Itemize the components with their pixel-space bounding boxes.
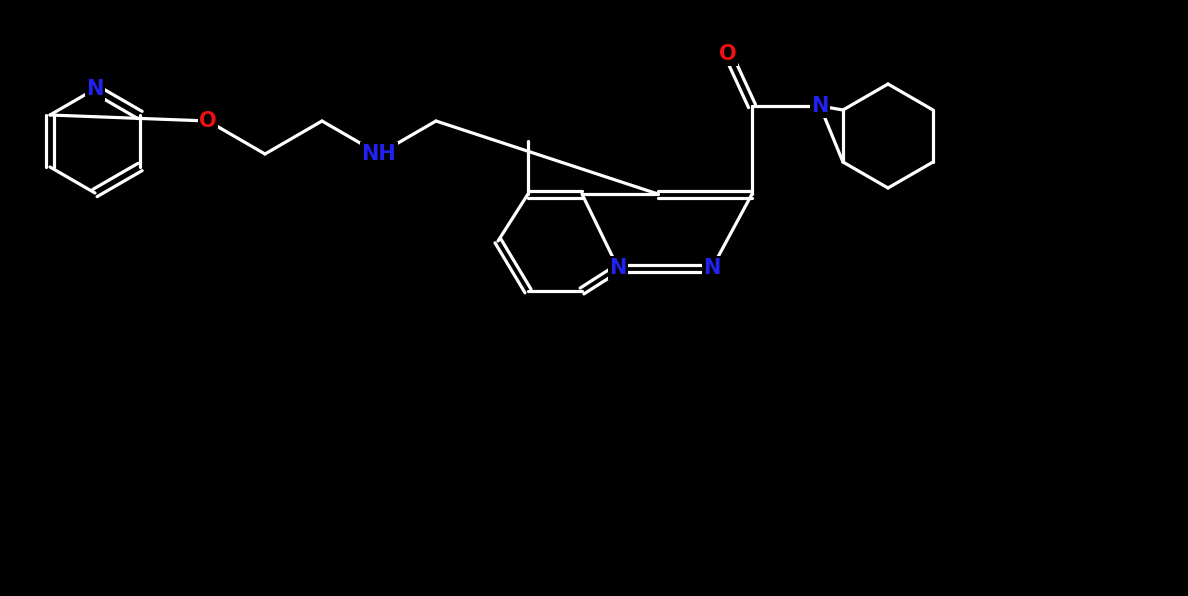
Text: N: N [811, 96, 829, 116]
Text: O: O [719, 44, 737, 64]
Text: N: N [609, 258, 627, 278]
Text: NH: NH [361, 144, 397, 164]
Text: N: N [703, 258, 721, 278]
Text: N: N [87, 79, 103, 99]
Text: O: O [200, 111, 217, 131]
